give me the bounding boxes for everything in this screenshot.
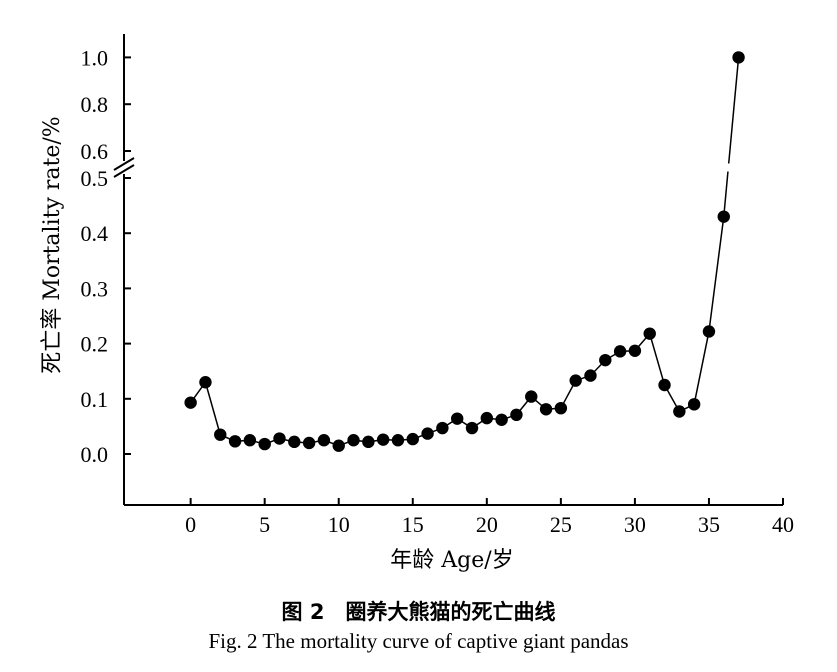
data-point (539, 403, 553, 416)
data-point (347, 434, 360, 447)
data-point (214, 428, 227, 441)
data-point (510, 408, 523, 422)
data-point (184, 396, 197, 409)
axes (113, 34, 783, 506)
figure-caption-chinese: 图 2 圈养大熊猫的死亡曲线 (281, 600, 556, 624)
data-point (687, 398, 701, 411)
data-point (599, 353, 612, 367)
data-point (569, 374, 582, 387)
data-point (584, 369, 597, 382)
x-axis-label: 年龄 Age/岁 (390, 548, 513, 573)
data-point (628, 344, 642, 357)
y-tick-label: 1.0 (81, 45, 109, 70)
y-tick-label: 0.0 (81, 442, 109, 467)
data-point (258, 437, 271, 451)
x-tick-label: 30 (624, 512, 646, 537)
x-tick-label: 40 (772, 512, 794, 537)
data-point (436, 421, 449, 435)
x-tick-label: 5 (259, 512, 270, 537)
data-point (613, 345, 627, 358)
data-point (421, 427, 434, 440)
data-point (376, 433, 390, 446)
data-point (332, 439, 345, 452)
data-point (554, 401, 568, 415)
data-point (288, 435, 301, 449)
data-point (317, 434, 331, 447)
y-axis-ticks: 0.0 0.1 0.2 0.3 0.4 0.50.6 0.8 1.0 (81, 45, 131, 467)
data-point (273, 432, 286, 445)
data-point (495, 413, 508, 426)
data-point (717, 210, 730, 223)
x-tick-label: 0 (185, 512, 196, 537)
data-point (228, 435, 242, 448)
data-point (673, 405, 686, 418)
data-point (391, 434, 405, 447)
x-axis-ticks: 0 5 10 15 20 25 30 35 40 (185, 498, 794, 537)
data-point (406, 432, 419, 446)
x-tick-label: 25 (550, 512, 572, 537)
x-tick-label: 15 (402, 512, 424, 537)
mortality-line (190, 57, 740, 447)
y-tick-label: 0.5 (81, 166, 109, 191)
mortality-chart: 0 5 10 15 20 25 30 35 40 0.00.10.20.30.40.50.60.… (40, 34, 794, 573)
data-point (480, 411, 494, 425)
axis-break-mark (113, 157, 135, 171)
figure-caption-english: Fig. 2 The mortality curve of captive gi… (208, 629, 629, 653)
x-tick-label: 10 (328, 512, 350, 537)
line-break-gap (723, 163, 734, 172)
y-tick-label: 0.1 (81, 387, 109, 412)
data-point (302, 436, 316, 450)
x-tick-label: 35 (698, 512, 720, 537)
y-tick-label: 0.2 (81, 332, 109, 357)
data-point (362, 435, 375, 449)
data-point (643, 327, 656, 340)
series-line (190, 57, 740, 447)
y-tick-label: 0.8 (81, 92, 109, 117)
y-axis-label: 死亡率 Mortality rate/% (40, 116, 65, 373)
axis-break-mark (113, 164, 135, 178)
data-point (525, 390, 538, 403)
data-point (451, 412, 464, 425)
data-point (465, 421, 479, 435)
data-points (184, 51, 745, 452)
data-point (243, 434, 257, 447)
y-tick-label: 0.3 (81, 276, 109, 301)
data-point (658, 378, 671, 392)
x-tick-label: 20 (476, 512, 498, 537)
data-point (702, 325, 716, 338)
data-point (732, 51, 745, 64)
y-tick-label: 0.4 (81, 221, 109, 246)
y-tick-label: 0.6 (81, 139, 109, 164)
data-point (199, 376, 212, 389)
